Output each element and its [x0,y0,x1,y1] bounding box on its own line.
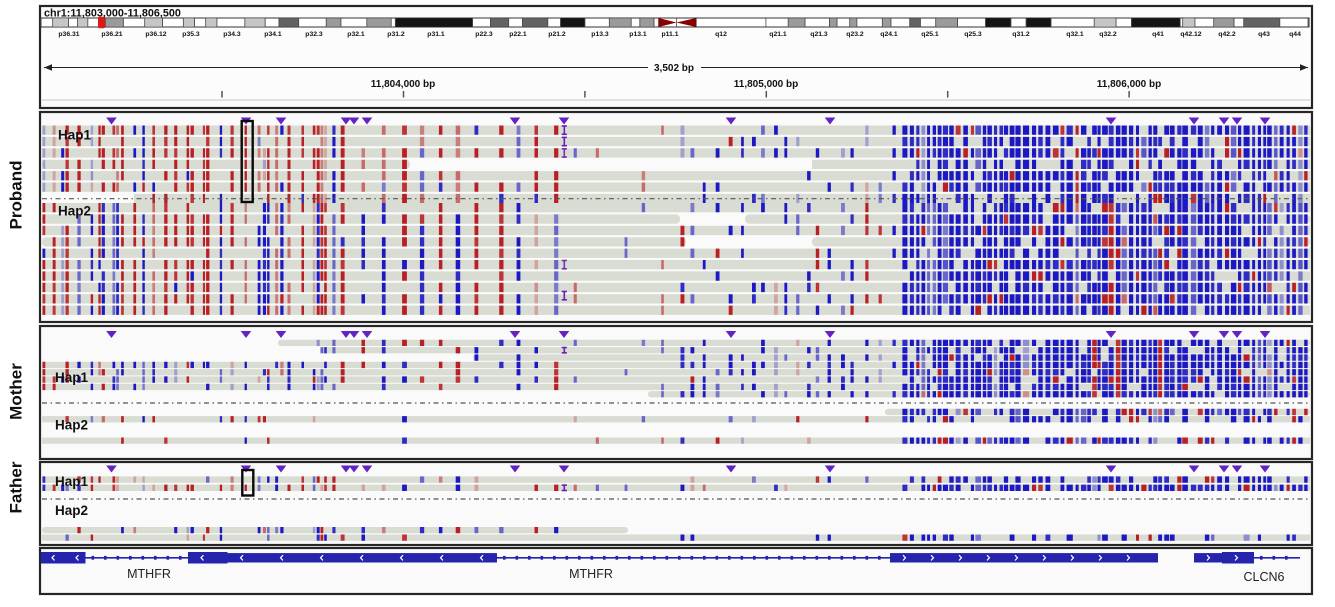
svg-text:p22.3: p22.3 [475,31,493,38]
svg-text:p34.1: p34.1 [264,31,282,38]
svg-text:q31.2: q31.2 [1012,31,1030,38]
svg-text:q44: q44 [1289,31,1301,38]
svg-text:Hap2: Hap2 [55,418,88,433]
svg-text:p11.1: p11.1 [661,31,678,38]
svg-text:p32.1: p32.1 [347,31,365,38]
svg-text:q21.3: q21.3 [810,31,828,38]
svg-text:q43: q43 [1258,31,1270,38]
svg-text:q32.2: q32.2 [1099,31,1117,38]
svg-text:Father: Father [7,461,26,513]
svg-text:p32.3: p32.3 [305,31,323,38]
svg-text:3,502 bp: 3,502 bp [654,63,694,74]
svg-text:Hap1: Hap1 [55,370,89,385]
svg-text:Hap1: Hap1 [55,474,89,489]
svg-text:11,805,000 bp: 11,805,000 bp [734,79,799,90]
svg-text:MTHFR: MTHFR [127,567,171,581]
svg-text:p31.2: p31.2 [387,31,405,38]
svg-text:q42.12: q42.12 [1180,31,1201,38]
svg-text:q41: q41 [1152,31,1164,38]
svg-text:p22.1: p22.1 [509,31,527,38]
svg-text:Hap2: Hap2 [58,204,91,219]
svg-text:q23.2: q23.2 [846,31,864,38]
svg-text:p21.2: p21.2 [548,31,566,38]
svg-text:Hap2: Hap2 [55,503,88,518]
svg-text:p13.1: p13.1 [629,31,647,38]
svg-text:p36.12: p36.12 [145,31,166,38]
svg-text:p31.1: p31.1 [427,31,445,38]
svg-text:p36.31: p36.31 [58,31,79,38]
svg-text:p36.21: p36.21 [101,31,122,38]
svg-text:p13.3: p13.3 [591,31,609,38]
svg-text:11,806,000 bp: 11,806,000 bp [1097,79,1162,90]
svg-text:q25.1: q25.1 [921,31,939,38]
svg-text:Proband: Proband [7,161,26,230]
svg-text:Hap1: Hap1 [58,128,92,143]
svg-text:p35.3: p35.3 [182,31,200,38]
svg-text:CLCN6: CLCN6 [1244,570,1285,584]
svg-text:q25.3: q25.3 [964,31,982,38]
svg-text:q42.2: q42.2 [1218,31,1236,38]
svg-text:q32.1: q32.1 [1066,31,1084,38]
svg-text:Mother: Mother [7,363,26,420]
svg-text:q24.1: q24.1 [880,31,898,38]
svg-text:11,804,000 bp: 11,804,000 bp [371,79,436,90]
svg-text:q21.1: q21.1 [769,31,787,38]
svg-text:q12: q12 [715,31,727,38]
svg-text:chr1:11,803,000-11,806,500: chr1:11,803,000-11,806,500 [44,8,181,20]
svg-text:MTHFR: MTHFR [569,567,613,581]
svg-text:p34.3: p34.3 [223,31,241,38]
